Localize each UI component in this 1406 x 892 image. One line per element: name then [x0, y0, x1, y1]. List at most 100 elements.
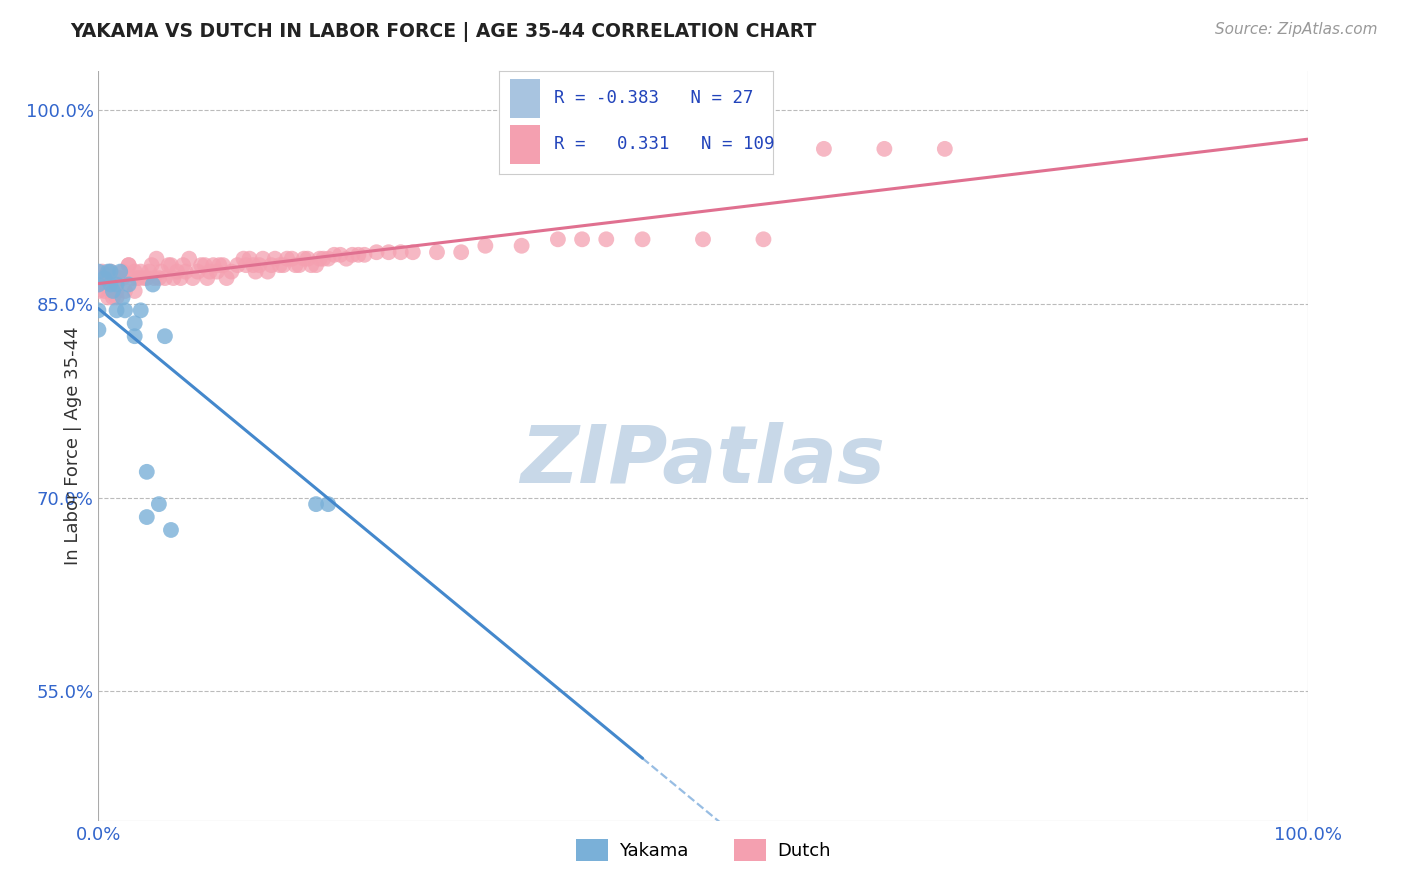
Point — [124, 329, 146, 343]
Point — [108, 271, 131, 285]
Point — [90, 271, 112, 285]
Point — [402, 245, 425, 260]
Point — [91, 264, 114, 278]
Point — [134, 271, 156, 285]
Point — [195, 271, 218, 285]
Point — [934, 142, 956, 156]
Point — [239, 252, 262, 266]
Point — [245, 264, 267, 278]
Point — [389, 245, 412, 260]
Point — [135, 271, 157, 285]
Point — [101, 284, 124, 298]
Point — [426, 245, 449, 260]
Text: YAKAMA VS DUTCH IN LABOR FORCE | AGE 35-44 CORRELATION CHART: YAKAMA VS DUTCH IN LABOR FORCE | AGE 35-… — [70, 22, 817, 42]
Point — [347, 248, 370, 262]
Point — [127, 271, 149, 285]
Point — [252, 252, 274, 266]
Point — [329, 248, 352, 262]
Point — [87, 264, 110, 278]
Point — [157, 258, 180, 272]
Point — [118, 258, 141, 272]
Point — [273, 258, 295, 272]
Point — [752, 232, 775, 246]
Point — [141, 258, 163, 272]
Point — [353, 248, 375, 262]
Point — [208, 258, 231, 272]
Point — [323, 248, 346, 262]
Point — [366, 245, 388, 260]
Point — [305, 497, 328, 511]
Point — [305, 258, 328, 272]
Bar — [510, 78, 540, 118]
Point — [93, 271, 115, 285]
Point — [128, 271, 150, 285]
Point — [100, 264, 122, 278]
Point — [377, 245, 399, 260]
Point — [87, 271, 110, 285]
Point — [256, 264, 278, 278]
Point — [316, 497, 339, 511]
Point — [87, 277, 110, 292]
Point — [98, 271, 121, 285]
Point — [316, 252, 339, 266]
Point — [789, 846, 811, 860]
Text: Source: ZipAtlas.com: Source: ZipAtlas.com — [1215, 22, 1378, 37]
Point — [97, 271, 120, 285]
Point — [118, 277, 141, 292]
Point — [108, 271, 131, 285]
Text: R =   0.331   N = 109: R = 0.331 N = 109 — [554, 136, 775, 153]
Point — [205, 264, 228, 278]
Point — [101, 290, 124, 304]
Point — [148, 271, 170, 285]
Point — [87, 284, 110, 298]
Point — [124, 264, 146, 278]
Point — [114, 284, 136, 298]
Point — [212, 258, 235, 272]
Legend: Yakama, Dutch: Yakama, Dutch — [568, 831, 838, 868]
Point — [813, 142, 835, 156]
Point — [87, 277, 110, 292]
Point — [100, 264, 122, 278]
Point — [160, 258, 183, 272]
Point — [107, 271, 129, 285]
Point — [162, 271, 184, 285]
Point — [297, 252, 319, 266]
Point — [100, 277, 122, 292]
Point — [105, 290, 128, 304]
Point — [124, 284, 146, 298]
Point — [342, 248, 364, 262]
Point — [101, 271, 124, 285]
Bar — [510, 125, 540, 163]
Point — [135, 510, 157, 524]
Point — [226, 258, 249, 272]
Point — [292, 252, 315, 266]
Point — [873, 142, 896, 156]
Point — [100, 271, 122, 285]
Point — [264, 252, 287, 266]
Point — [118, 258, 141, 272]
Point — [284, 258, 307, 272]
Point — [135, 465, 157, 479]
Point — [198, 264, 221, 278]
Point — [174, 264, 197, 278]
Point — [595, 232, 617, 246]
Point — [202, 258, 225, 272]
Point — [169, 271, 191, 285]
Point — [172, 258, 194, 272]
Point — [510, 239, 533, 253]
Point — [87, 303, 110, 318]
Point — [97, 290, 120, 304]
Point — [105, 303, 128, 318]
Point — [143, 271, 166, 285]
Point — [235, 258, 257, 272]
Point — [179, 252, 201, 266]
Point — [96, 271, 118, 285]
Point — [474, 239, 496, 253]
Point — [105, 284, 128, 298]
Point — [281, 252, 304, 266]
Point — [105, 277, 128, 292]
Point — [181, 271, 204, 285]
Point — [148, 497, 170, 511]
Point — [450, 245, 472, 260]
Point — [308, 252, 330, 266]
